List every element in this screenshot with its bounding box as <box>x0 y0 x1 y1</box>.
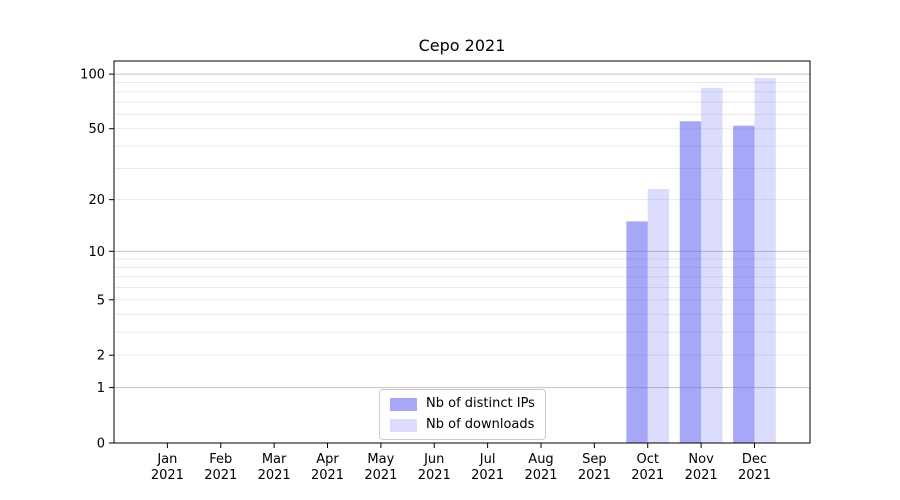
x-tick-label-month: Jul <box>479 452 496 467</box>
bar-distinct-ips-oct <box>626 221 648 443</box>
x-tick-label-month: Mar <box>262 452 287 467</box>
chart-title: Cepo 2021 <box>418 36 506 55</box>
x-tick-label-month: Aug <box>528 452 553 467</box>
x-tick-label-year: 2021 <box>258 468 291 483</box>
plot-border <box>113 60 811 444</box>
x-tick-label-year: 2021 <box>738 468 771 483</box>
bar-distinct-ips-dec <box>733 125 755 443</box>
legend-item-downloads: Nb of downloads <box>390 416 535 434</box>
y-tick-label: 0 <box>97 437 105 452</box>
bar-downloads-oct <box>647 188 670 443</box>
x-tick-label-month: Apr <box>316 452 339 467</box>
bar-distinct-ips-nov <box>679 121 702 443</box>
y-tick-label: 5 <box>97 293 105 308</box>
legend-swatch-downloads <box>390 418 417 432</box>
x-tick-label-month: Dec <box>742 452 767 467</box>
legend-swatch-distinct-ips <box>390 397 417 411</box>
x-tick-label-year: 2021 <box>311 468 344 483</box>
x-tick-label-year: 2021 <box>204 468 237 483</box>
x-tick-label-month: Jun <box>423 452 444 467</box>
x-tick-label-month: Oct <box>637 452 659 467</box>
x-tick-label-year: 2021 <box>685 468 718 483</box>
y-tick-label: 1 <box>97 381 105 396</box>
x-tick-label-month: Feb <box>209 452 232 467</box>
x-tick-label-month: Jan <box>156 452 177 467</box>
y-tick-label: 2 <box>97 349 105 364</box>
legend-label-downloads: Nb of downloads <box>426 417 535 432</box>
x-tick-label-month: Nov <box>688 452 714 467</box>
x-tick-label-year: 2021 <box>418 468 451 483</box>
bar-downloads-nov <box>701 87 723 443</box>
x-tick-label-month: Sep <box>582 452 607 467</box>
x-tick-label-year: 2021 <box>524 468 557 483</box>
legend: Nb of distinct IPs Nb of downloads <box>379 389 546 440</box>
legend-label-distinct-ips: Nb of distinct IPs <box>426 396 535 411</box>
x-tick-label-year: 2021 <box>578 468 611 483</box>
x-tick-label-year: 2021 <box>631 468 664 483</box>
x-tick-label-year: 2021 <box>151 468 184 483</box>
x-tick-label-year: 2021 <box>364 468 397 483</box>
y-tick-label: 100 <box>80 68 105 83</box>
y-tick-label: 20 <box>88 193 105 208</box>
y-tick-label: 10 <box>88 245 105 260</box>
legend-item-distinct-ips: Nb of distinct IPs <box>390 395 535 413</box>
bar-downloads-dec <box>754 78 776 443</box>
x-tick-label-year: 2021 <box>471 468 504 483</box>
y-tick-label: 50 <box>88 122 105 137</box>
x-tick-label-month: May <box>367 452 394 467</box>
